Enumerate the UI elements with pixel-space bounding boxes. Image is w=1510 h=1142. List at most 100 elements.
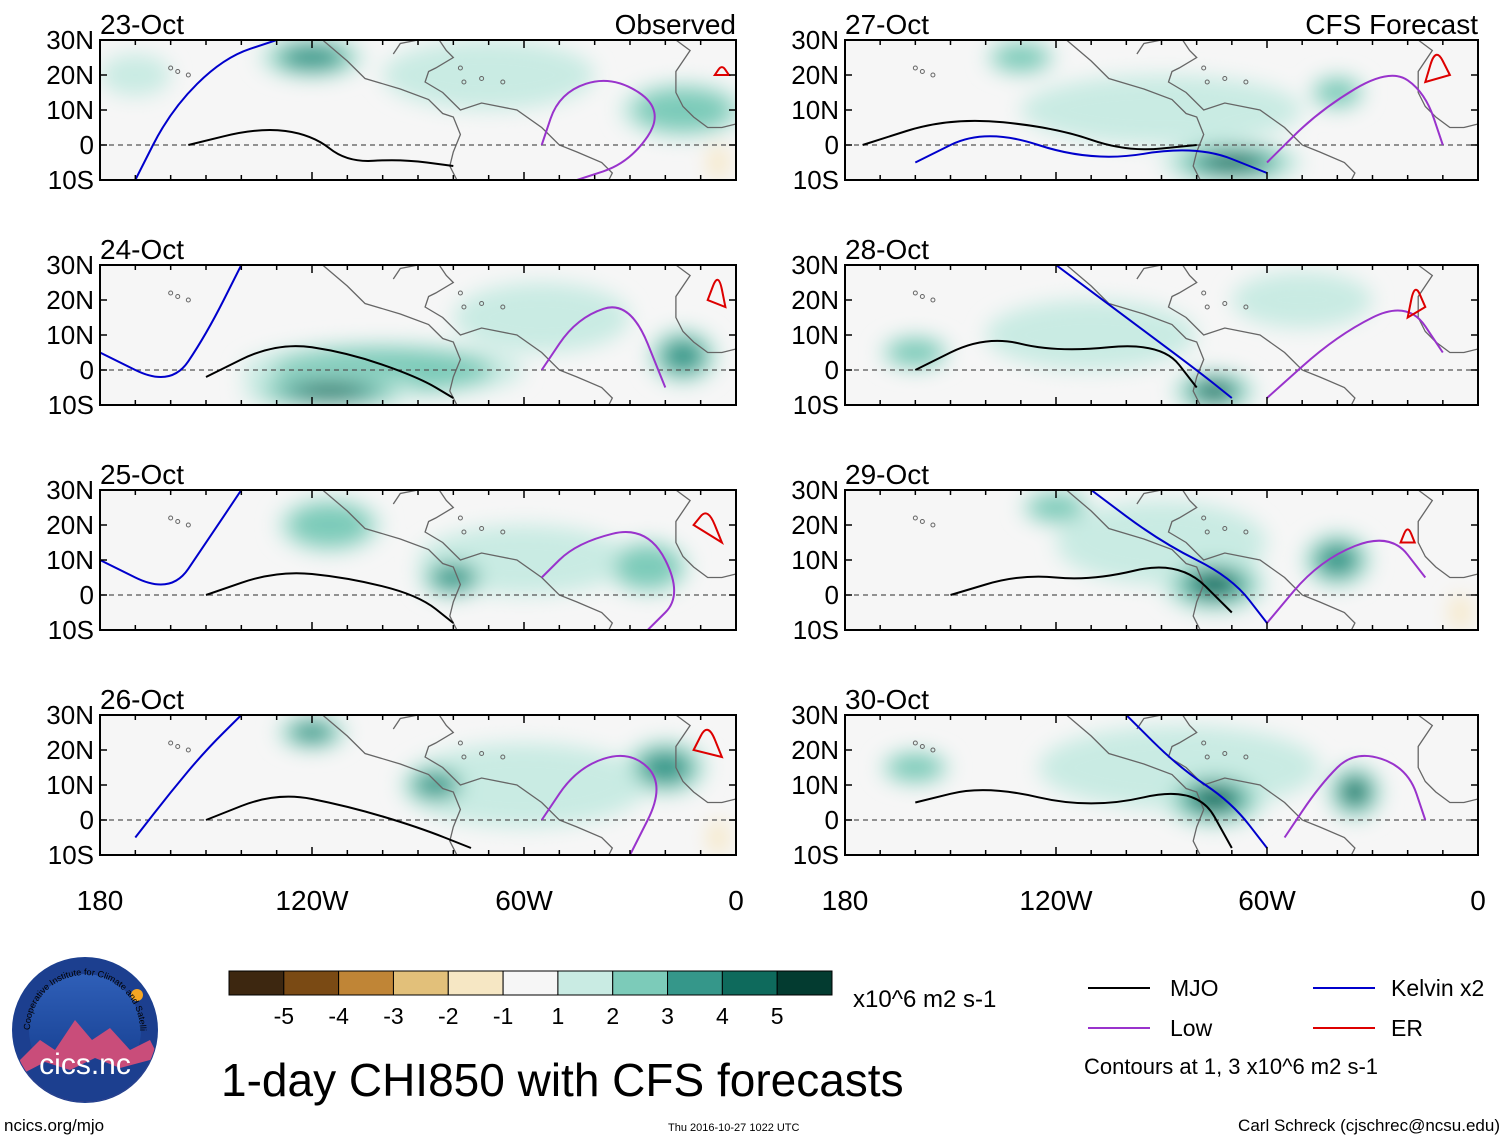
anomaly-blob	[1020, 75, 1303, 145]
lon-tick-label: 60W	[1238, 885, 1296, 916]
colorbar-swatch	[392, 970, 449, 996]
colorbar-tick-label: 3	[661, 1003, 674, 1029]
panel-6: 30N 20N 10N 0 10S 29-Oct	[791, 459, 1479, 645]
panel-date-label: 25-Oct	[100, 459, 184, 490]
island	[1243, 529, 1249, 535]
panel-1: 30N 20N 10N 0 10S 24-Oct	[46, 234, 737, 420]
coastline	[1136, 265, 1356, 405]
panel-date-label: 28-Oct	[845, 234, 929, 265]
anomaly-blob	[382, 40, 595, 110]
anomaly-blob	[1315, 78, 1360, 107]
colorbar-tick-label: -4	[328, 1003, 349, 1029]
lat-tick-label: 10S	[793, 165, 839, 195]
legend-label-kelvin: Kelvin x2	[1391, 975, 1484, 1001]
forecast-header: CFS Forecast	[1305, 9, 1478, 40]
island	[185, 297, 191, 303]
coastline	[1136, 490, 1356, 630]
coastline	[1417, 490, 1478, 579]
contour-mjo	[915, 789, 1233, 849]
lon-tick-label: 180	[77, 885, 124, 916]
contour-kelvin	[914, 135, 1268, 174]
contour-kelvin	[100, 265, 243, 378]
anomaly-blob	[1345, 782, 1365, 802]
colorbar-tick-label: 4	[716, 1003, 729, 1029]
footer-url: ncics.org/mjo	[4, 1116, 104, 1135]
island	[461, 79, 467, 85]
lon-tick-label: 0	[728, 885, 744, 916]
coastline	[1136, 715, 1356, 855]
island	[1201, 65, 1207, 71]
island	[461, 529, 467, 535]
island	[919, 744, 925, 749]
coastline	[1417, 40, 1478, 129]
contour-low	[540, 306, 667, 388]
contour-low	[540, 754, 658, 855]
contour-er	[712, 66, 731, 76]
anomaly-blob	[1207, 795, 1221, 803]
anomaly-blob	[292, 722, 332, 743]
colorbar-swatch	[447, 970, 504, 996]
lat-tick-label: 10N	[46, 770, 94, 800]
contour-mjo	[950, 566, 1233, 614]
observed-header: Observed	[615, 9, 736, 40]
coastline	[1066, 265, 1205, 405]
island	[175, 69, 181, 74]
legend-label-low: Low	[1170, 1015, 1213, 1041]
colorbar-swatch	[502, 970, 559, 996]
island	[479, 301, 485, 306]
lat-tick-label: 10N	[791, 545, 839, 575]
contour-er	[1399, 528, 1417, 544]
contour-low	[1266, 539, 1427, 624]
panel-2: 30N 20N 10N 0 10S 25-Oct	[46, 459, 737, 645]
lat-tick-label: 0	[825, 580, 839, 610]
island	[175, 294, 181, 299]
island	[461, 304, 467, 310]
island	[930, 297, 936, 303]
lon-tick-label: 60W	[495, 885, 553, 916]
anomaly-blob-negative	[708, 144, 729, 180]
lat-tick-label: 30N	[791, 475, 839, 505]
legend: MJO Kelvin x2 Low ER Contours at 1, 3 x1…	[1084, 975, 1484, 1079]
lat-tick-label: 0	[80, 805, 94, 835]
island	[457, 740, 463, 746]
lat-tick-label: 0	[80, 580, 94, 610]
anomaly-blob	[1207, 155, 1256, 170]
coastline	[392, 265, 614, 405]
anomaly-blob	[100, 54, 171, 96]
contour-kelvin	[100, 490, 243, 586]
lat-tick-label: 20N	[46, 510, 94, 540]
colorbar-tick-label: -3	[383, 1003, 403, 1029]
logo-text: cics.nc	[39, 1048, 131, 1081]
colorbar-swatch	[776, 970, 833, 996]
island	[919, 69, 925, 74]
anomaly-blob	[282, 45, 342, 70]
figure-title: 1-day CHI850 with CFS forecasts	[221, 1054, 904, 1106]
island	[185, 747, 191, 753]
contour-er	[706, 278, 727, 309]
lat-tick-label: 0	[825, 805, 839, 835]
anomaly-blob	[1028, 493, 1084, 522]
lat-tick-label: 20N	[791, 60, 839, 90]
anomaly-blob	[887, 338, 943, 367]
island	[1222, 751, 1228, 756]
contour-kelvin	[1055, 265, 1233, 399]
lat-tick-label: 10N	[46, 320, 94, 350]
contour-kelvin	[134, 715, 243, 839]
island	[912, 65, 918, 71]
island	[168, 740, 174, 746]
lat-tick-label: 20N	[791, 285, 839, 315]
island	[185, 522, 191, 528]
colorbar-swatch	[283, 970, 340, 996]
coastline	[322, 490, 462, 630]
colorbar: -5 -4 -3 -2 -1 1 2 3 4 5	[228, 970, 833, 1029]
island	[1243, 79, 1249, 85]
island	[168, 65, 174, 71]
legend-label-er: ER	[1391, 1015, 1423, 1041]
lon-tick-label: 0	[1470, 885, 1486, 916]
footer-timestamp: Thu 2016-10-27 1022 UTC	[668, 1122, 800, 1134]
coastline	[392, 40, 614, 180]
coastline	[1066, 715, 1205, 855]
island	[912, 740, 918, 746]
panel-date-label: 24-Oct	[100, 234, 184, 265]
